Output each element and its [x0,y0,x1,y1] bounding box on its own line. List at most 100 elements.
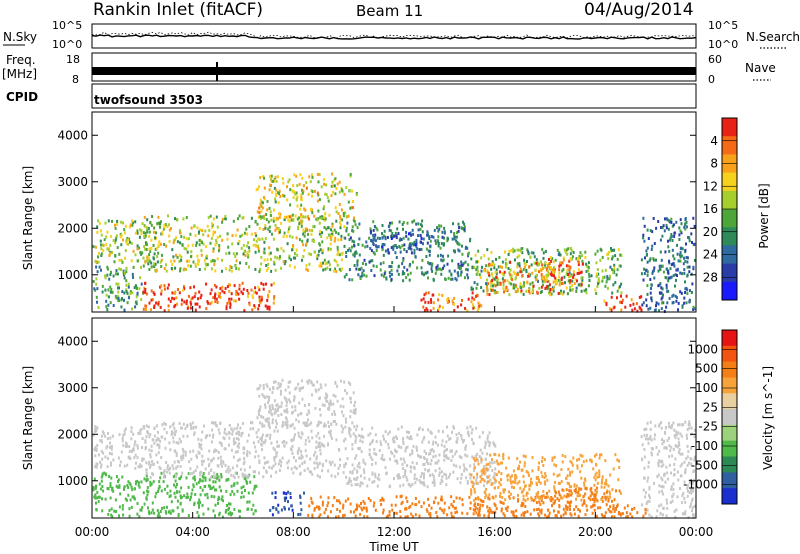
range-cell [539,509,542,513]
range-cell [455,496,458,500]
range-cell [390,229,393,233]
range-cell [621,298,624,302]
range-cell [327,443,329,447]
range-cell [240,246,243,250]
range-cell [174,238,177,242]
range-cell [241,281,244,285]
range-cell [646,433,649,437]
range-cell [473,466,476,470]
range-cell [477,459,480,463]
range-cell [676,274,678,277]
range-cell [672,492,675,496]
range-cell [180,458,183,462]
range-cell [262,466,265,470]
range-cell [306,215,309,219]
range-cell [439,507,442,511]
range-cell [456,231,459,235]
range-cell [269,251,272,255]
range-cell [572,270,575,274]
range-cell [154,262,157,266]
range-cell [260,204,262,208]
range-cell [373,479,376,483]
range-cell [199,501,202,504]
range-cell [544,262,547,265]
range-cell [212,230,215,234]
range-cell [228,283,231,287]
range-cell [118,433,121,437]
range-cell [406,464,409,468]
range-cell [260,295,263,299]
range-cell [465,267,467,271]
range-cell [482,471,485,474]
range-cell [268,410,271,414]
range-cell [263,247,266,251]
range-cell [326,196,329,200]
range-cell [271,418,274,422]
range-cell [246,481,249,485]
range-cell [670,233,673,236]
range-cell [553,485,556,489]
range-cell [516,457,519,461]
range-cell [479,475,482,479]
range-cell [108,277,111,281]
range-cell [547,286,550,290]
range-cell [566,292,569,296]
range-cell [295,386,298,390]
range-cell [469,476,472,480]
range-cell [535,258,538,262]
range-cell [646,479,649,483]
range-cell [110,270,112,274]
range-cell [291,423,294,426]
range-cell [434,239,437,243]
range-cell [491,278,494,282]
range-cell [211,428,214,432]
range-cell [432,293,435,297]
range-cell [675,296,678,300]
range-cell [487,496,490,500]
range-cell [471,438,473,441]
range-cell [281,378,284,382]
range-cell [614,507,617,510]
range-cell [153,262,155,266]
range-cell [596,490,599,494]
range-cell [421,271,424,275]
range-cell [147,256,150,260]
range-cell [132,249,135,253]
range-cell [569,460,572,463]
range-cell [354,400,357,404]
range-cell [430,459,433,463]
range-cell [253,441,255,445]
range-cell [371,239,374,243]
range-cell [345,462,347,466]
range-cell [302,386,305,390]
range-cell [693,242,696,246]
range-cell [692,216,695,220]
range-cell [467,276,469,280]
range-cell [605,490,608,494]
range-cell [688,299,691,303]
range-cell [375,452,378,456]
range-cell [595,463,598,467]
range-cell [316,257,319,261]
range-cell [264,304,267,308]
range-cell [263,456,266,460]
range-cell [382,261,385,265]
range-cell [153,252,156,256]
range-cell [460,434,463,437]
range-cell [579,470,582,474]
range-cell [611,499,613,503]
range-cell [298,238,301,242]
range-cell [207,507,210,511]
range-cell [147,506,149,510]
range-cell [180,475,183,479]
range-cell [678,226,681,230]
range-cell [395,435,398,439]
range-cell [518,480,521,484]
range-cell [343,236,345,240]
range-cell [323,205,325,209]
range-cell [272,219,275,223]
range-cell [160,232,163,236]
range-cell [388,271,391,275]
range-cell [279,194,282,198]
range-cell [171,431,174,435]
